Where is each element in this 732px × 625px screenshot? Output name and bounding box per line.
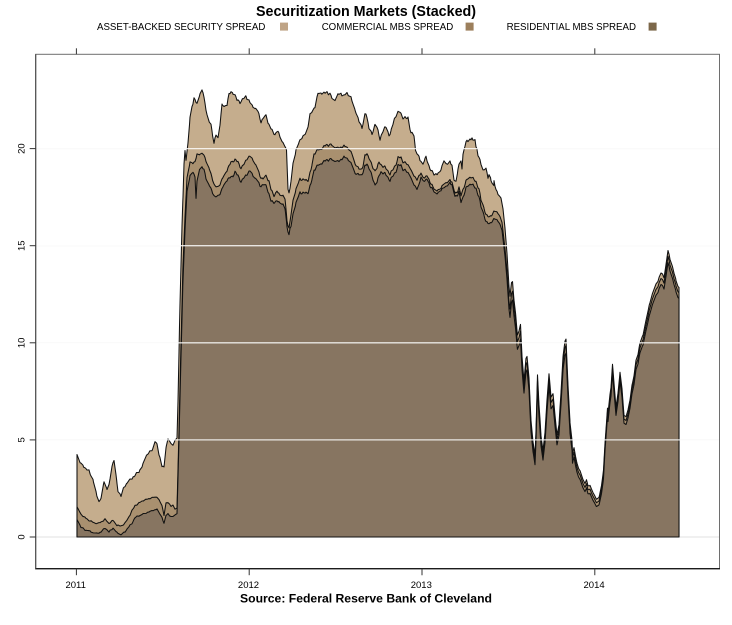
svg-text:2011: 2011	[65, 580, 85, 591]
svg-text:2013: 2013	[411, 580, 432, 591]
svg-text:10: 10	[17, 338, 28, 349]
svg-text:2014: 2014	[584, 580, 605, 591]
svg-text:0: 0	[17, 534, 28, 539]
svg-text:Securitization Markets (Stacke: Securitization Markets (Stacked)	[256, 4, 476, 20]
svg-text:ASSET-BACKED SECURITY SPREAD: ASSET-BACKED SECURITY SPREAD	[97, 22, 265, 33]
svg-text:COMMERCIAL MBS SPREAD: COMMERCIAL MBS SPREAD	[322, 22, 454, 33]
svg-text:RESIDENTIAL MBS SPREAD: RESIDENTIAL MBS SPREAD	[507, 22, 636, 33]
svg-text:Source: Federal Reserve Bank o: Source: Federal Reserve Bank of Clevelan…	[240, 592, 492, 606]
svg-text:2012: 2012	[238, 580, 259, 591]
svg-text:15: 15	[17, 240, 28, 251]
svg-text:20: 20	[17, 143, 28, 154]
svg-text:5: 5	[17, 437, 28, 442]
